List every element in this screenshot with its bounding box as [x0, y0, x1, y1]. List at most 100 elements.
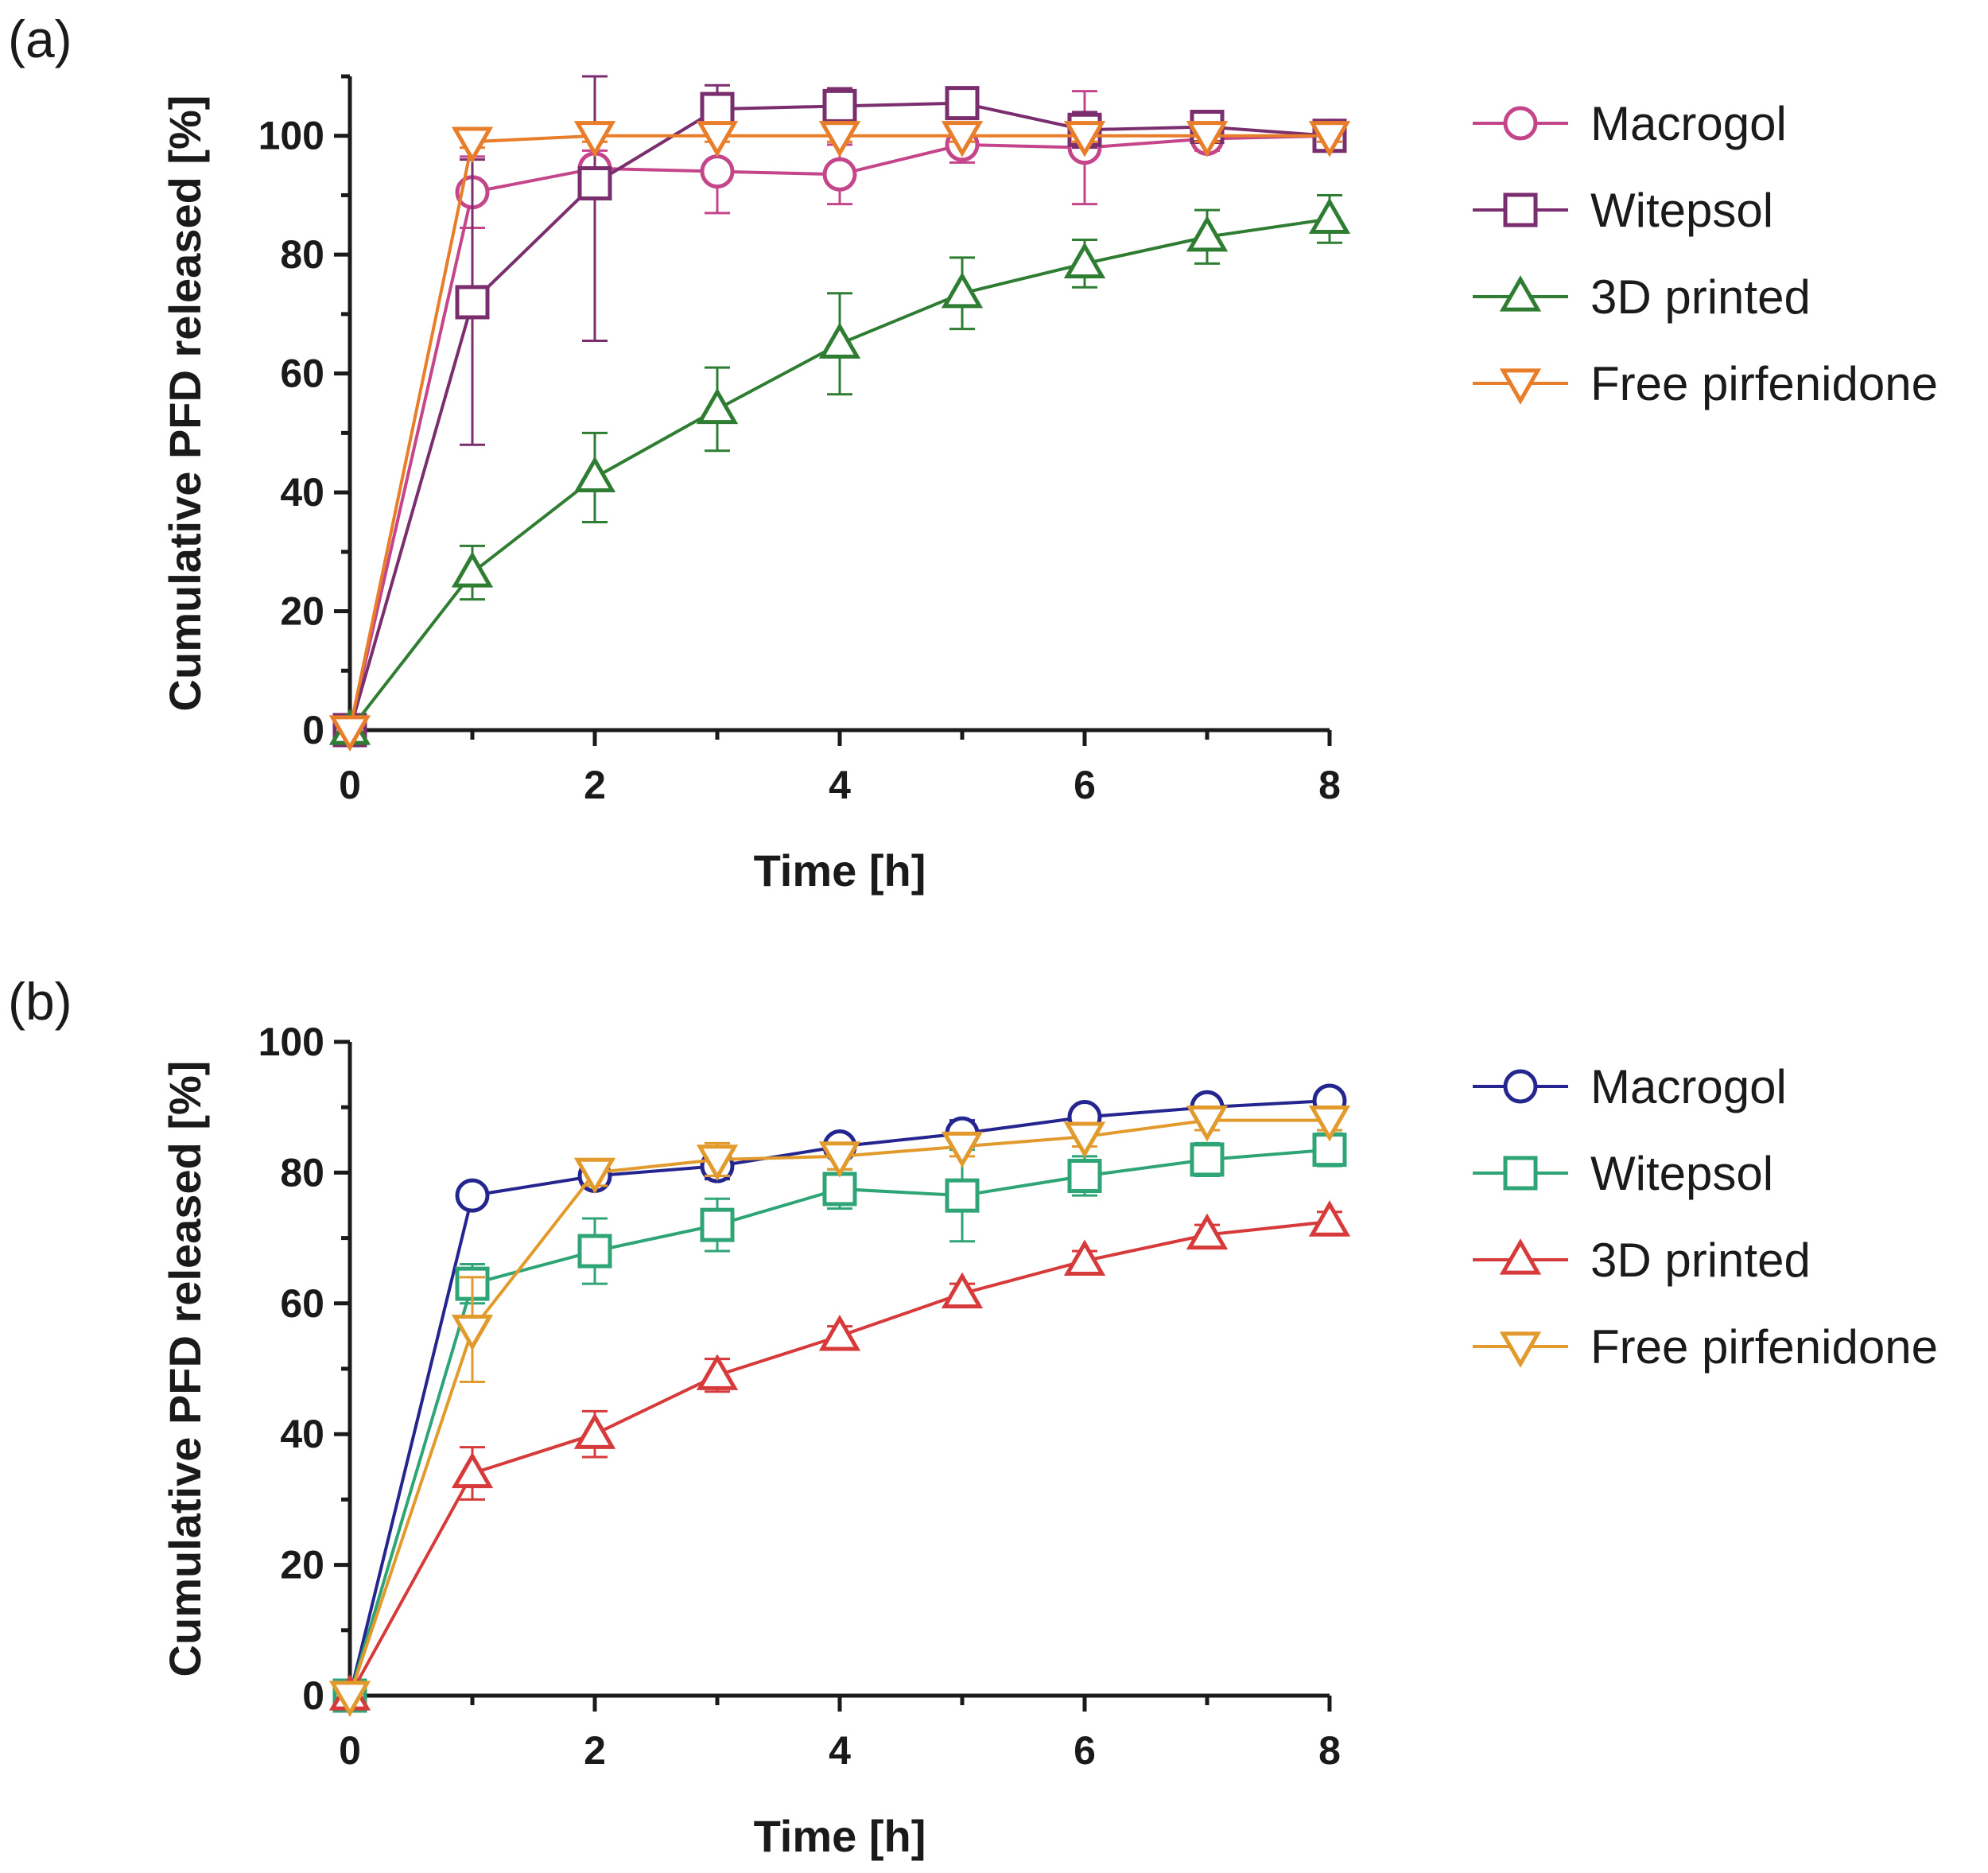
data-point	[573, 456, 616, 493]
data-point	[818, 1141, 861, 1178]
legend-label: Witepsol	[1590, 1147, 1773, 1200]
series-line	[348, 134, 1330, 731]
data-point	[1067, 1159, 1102, 1194]
legend-marker	[1503, 1156, 1538, 1191]
data-point	[822, 88, 857, 123]
data-point	[1190, 1142, 1225, 1177]
data-point	[1308, 121, 1351, 157]
y-tick-label: 40	[280, 470, 324, 515]
legend-label: Macrogol	[1590, 97, 1787, 150]
data-point	[818, 1315, 861, 1351]
data-point	[577, 166, 612, 201]
legend-entry: Free pirfenidone	[1473, 357, 1938, 410]
data-point	[455, 1178, 490, 1213]
data-point	[1063, 242, 1106, 279]
data-point	[1063, 121, 1106, 157]
data-point	[822, 157, 857, 192]
panel-label: (b)	[8, 972, 72, 1031]
data-point	[1063, 1239, 1106, 1277]
x-tick-label: 8	[1318, 1728, 1341, 1773]
series-line	[348, 134, 1330, 731]
series-witepsol	[332, 1132, 1347, 1713]
y-tick-label: 80	[280, 232, 324, 277]
data-point	[328, 1681, 371, 1717]
legend-label: Macrogol	[1590, 1060, 1787, 1113]
data-point	[1063, 1121, 1106, 1159]
legend-marker	[1499, 1331, 1542, 1368]
legend-label: 3D printed	[1590, 1234, 1811, 1287]
y-axis-title: Cumulative PFD released [%]	[160, 95, 210, 712]
data-point	[451, 1451, 494, 1489]
data-point	[941, 271, 984, 309]
x-tick-label: 0	[339, 763, 361, 807]
data-point	[451, 551, 494, 588]
legend-marker	[1499, 368, 1542, 405]
x-tick-label: 2	[584, 763, 606, 807]
data-point	[696, 387, 739, 425]
data-point	[451, 126, 494, 164]
series-3d-printed	[328, 193, 1351, 745]
data-point	[945, 86, 980, 121]
data-point	[696, 1354, 739, 1390]
series-free-pirfenidone	[328, 1105, 1351, 1717]
legend-marker	[1499, 1238, 1542, 1275]
data-point	[1186, 1213, 1229, 1250]
legend-entry: Free pirfenidone	[1473, 1320, 1938, 1374]
series-line	[348, 1220, 1330, 1696]
x-axis-title: Time [h]	[754, 845, 926, 896]
legend-entry: Macrogol	[1473, 1060, 1787, 1113]
y-tick-label: 20	[280, 1543, 324, 1587]
y-tick-label: 0	[302, 1673, 324, 1718]
x-tick-label: 6	[1074, 1728, 1096, 1773]
legend-label: Witepsol	[1590, 184, 1773, 237]
data-point	[573, 1413, 616, 1449]
data-point	[945, 1178, 980, 1213]
data-point	[818, 121, 861, 157]
y-tick-label: 0	[302, 708, 324, 752]
legend-marker	[1503, 192, 1538, 227]
data-point	[696, 1144, 739, 1181]
legend-entry: Witepsol	[1473, 1147, 1773, 1200]
data-point	[822, 1172, 857, 1207]
legend-label: 3D printed	[1590, 270, 1811, 324]
series-macrogol	[332, 90, 1347, 748]
x-axis-title: Time [h]	[754, 1811, 926, 1861]
data-point	[1308, 1105, 1351, 1142]
y-axis-title: Cumulative PFD released [%]	[160, 1061, 210, 1677]
data-point	[1308, 197, 1351, 234]
data-point	[455, 285, 490, 320]
x-tick-label: 0	[339, 1728, 361, 1773]
data-point	[1308, 1200, 1351, 1237]
data-point	[941, 121, 984, 157]
data-point	[328, 715, 371, 752]
chart-panel-b: (b) 0 20 40 60 80 100 0 2 4 6 8 Time [h] Cumulative P…	[8, 972, 1938, 1861]
legend-marker	[1503, 106, 1538, 141]
x-tick-label: 2	[584, 1728, 606, 1773]
data-point	[818, 322, 861, 359]
y-tick-label: 60	[280, 1281, 324, 1326]
data-point	[451, 1315, 494, 1351]
legend-entry: 3D printed	[1473, 1234, 1811, 1287]
y-tick-label: 20	[280, 589, 324, 634]
legend-label: Free pirfenidone	[1590, 357, 1938, 410]
x-tick-label: 4	[829, 1728, 851, 1773]
legend-entry: Witepsol	[1473, 184, 1773, 237]
legend-entry: 3D printed	[1473, 270, 1811, 324]
legend-label: Free pirfenidone	[1590, 1320, 1938, 1374]
y-tick-label: 100	[258, 1020, 324, 1064]
data-point	[696, 121, 739, 157]
y-tick-label: 100	[258, 114, 324, 158]
data-point	[700, 154, 735, 189]
panel-label: (a)	[8, 10, 72, 68]
x-tick-label: 8	[1318, 763, 1341, 807]
y-tick-label: 60	[280, 352, 324, 396]
data-point	[573, 121, 616, 157]
data-point	[1186, 121, 1229, 157]
x-tick-label: 6	[1074, 763, 1096, 807]
chart-panel-a: (a) 0 20 40 60 80 100 0 2 4 6 8 Time [h] Cumulative P…	[8, 10, 1938, 896]
legend-entry: Macrogol	[1473, 97, 1787, 150]
data-point	[573, 1157, 616, 1195]
y-tick-label: 40	[280, 1412, 324, 1456]
legend-marker	[1503, 1069, 1538, 1104]
